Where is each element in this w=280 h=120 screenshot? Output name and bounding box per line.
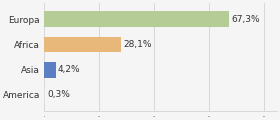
Text: 4,2%: 4,2%: [58, 65, 81, 74]
Text: 0,3%: 0,3%: [47, 90, 70, 99]
Bar: [44, 87, 45, 103]
Bar: [44, 37, 121, 52]
Bar: [44, 62, 56, 78]
Text: 67,3%: 67,3%: [231, 15, 260, 24]
Bar: [44, 11, 229, 27]
Text: 28,1%: 28,1%: [123, 40, 152, 49]
